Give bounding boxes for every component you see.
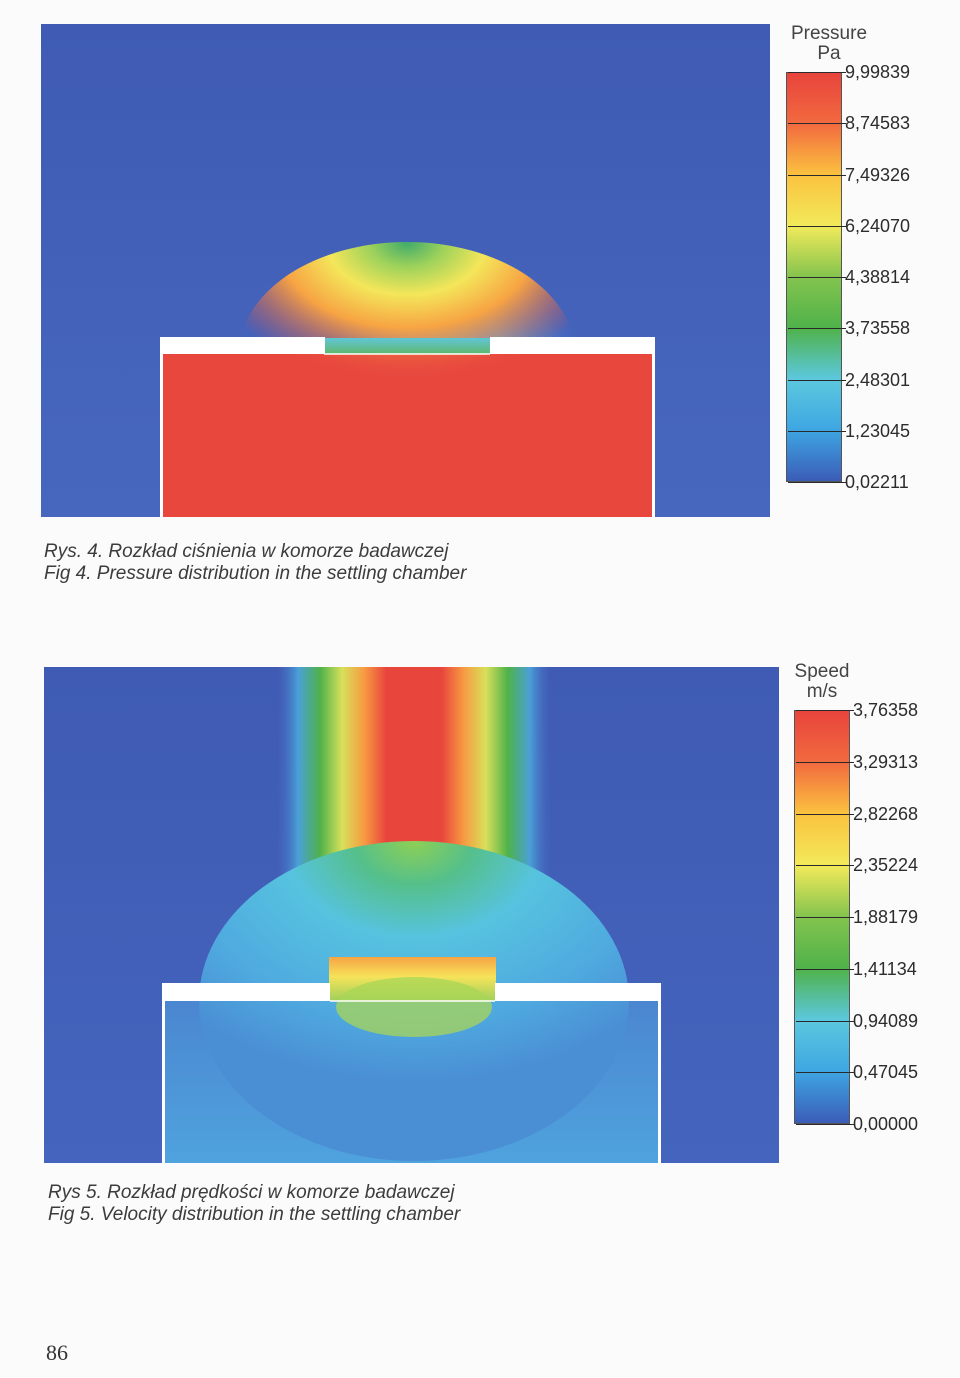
- figure-velocity: Speed m/s 3,76358 3,29313 2,82268 2,35224 1,…: [44, 662, 919, 1226]
- colorbar-tick-label: 1,23045: [845, 420, 911, 441]
- colorbar-tick-label: 0,00000: [853, 1114, 919, 1134]
- colorbar-tick-label: 2,48301: [845, 369, 911, 390]
- colorbar-tick-label: 3,76358: [853, 700, 919, 720]
- colorbar-tick-label: 8,74583: [845, 113, 911, 134]
- colorbar-tick-line: [796, 813, 854, 815]
- figure-5-caption-pl: Rys 5. Rozkład prędkości w komorze badaw…: [48, 1182, 455, 1203]
- pressure-legend-title: Pressure Pa: [770, 24, 888, 64]
- colorbar-tick-line: [788, 328, 846, 330]
- figure-pressure: Pressure Pa 9,99839 8,74583 7,49326 6,24070…: [0, 0, 960, 600]
- figure-5-caption-en: Fig 5. Velocity distribution in the sett…: [48, 1204, 461, 1225]
- colorbar-tick-line: [788, 72, 846, 73]
- colorbar-tick-label: 2,82268: [853, 803, 919, 824]
- colorbar-tick-line: [796, 968, 854, 970]
- colorbar-tick-label: 6,24070: [845, 215, 911, 236]
- velocity-legend-unit: m/s: [806, 681, 838, 702]
- colorbar-tick-label: 0,02211: [845, 472, 909, 492]
- pressure-legend-unit: Pa: [817, 43, 841, 64]
- figure-4-caption-en: Fig 4. Pressure distribution in the sett…: [44, 563, 467, 584]
- figure-4-caption: Rys. 4. Rozkład ciśnienia w komorze bada…: [44, 541, 466, 585]
- colorbar-tick-label: 3,73558: [845, 318, 911, 339]
- pressure-heatmap-svg: [41, 24, 770, 517]
- colorbar-tick-label: 1,41134: [853, 958, 917, 979]
- colorbar-tick-line: [796, 1124, 854, 1125]
- pressure-legend-quantity: Pressure: [790, 23, 868, 44]
- velocity-heatmap: [44, 667, 779, 1163]
- colorbar-tick-label: 3,29313: [853, 751, 919, 772]
- colorbar-tick-line: [788, 225, 846, 227]
- colorbar-tick-label: 9,99839: [845, 62, 911, 82]
- pressure-heatmap: [41, 24, 770, 517]
- colorbar-tick-label: 1,88179: [853, 907, 919, 927]
- page-number: 86: [46, 1340, 68, 1365]
- colorbar-tick-label: 0,47045: [853, 1062, 919, 1083]
- colorbar-tick-line: [788, 277, 846, 278]
- colorbar-tick-line: [788, 123, 846, 125]
- colorbar-tick-label: 4,38814: [845, 267, 911, 287]
- colorbar-tick-line: [796, 1072, 854, 1074]
- colorbar-tick-label: 7,49326: [845, 164, 911, 185]
- figure-5-caption: Rys 5. Rozkład prędkości w komorze badaw…: [48, 1182, 460, 1226]
- colorbar-tick-line: [796, 1020, 854, 1022]
- colorbar-tick-line: [788, 482, 846, 483]
- velocity-heatmap-svg: [44, 667, 779, 1163]
- velocity-legend-quantity: Speed: [794, 661, 850, 682]
- velocity-legend-title: Speed m/s: [780, 662, 864, 702]
- figure-4-caption-pl: Rys. 4. Rozkład ciśnienia w komorze bada…: [44, 541, 449, 562]
- colorbar-tick-line: [796, 865, 854, 867]
- colorbar-tick-line: [788, 430, 846, 432]
- colorbar-tick-label: 2,35224: [853, 855, 919, 876]
- colorbar-tick-line: [788, 379, 846, 381]
- colorbar-tick-line: [796, 917, 854, 918]
- colorbar-tick-line: [796, 761, 854, 763]
- colorbar-tick-label: 0,94089: [853, 1010, 919, 1031]
- colorbar-tick-line: [788, 174, 846, 176]
- colorbar-tick-line: [796, 710, 854, 711]
